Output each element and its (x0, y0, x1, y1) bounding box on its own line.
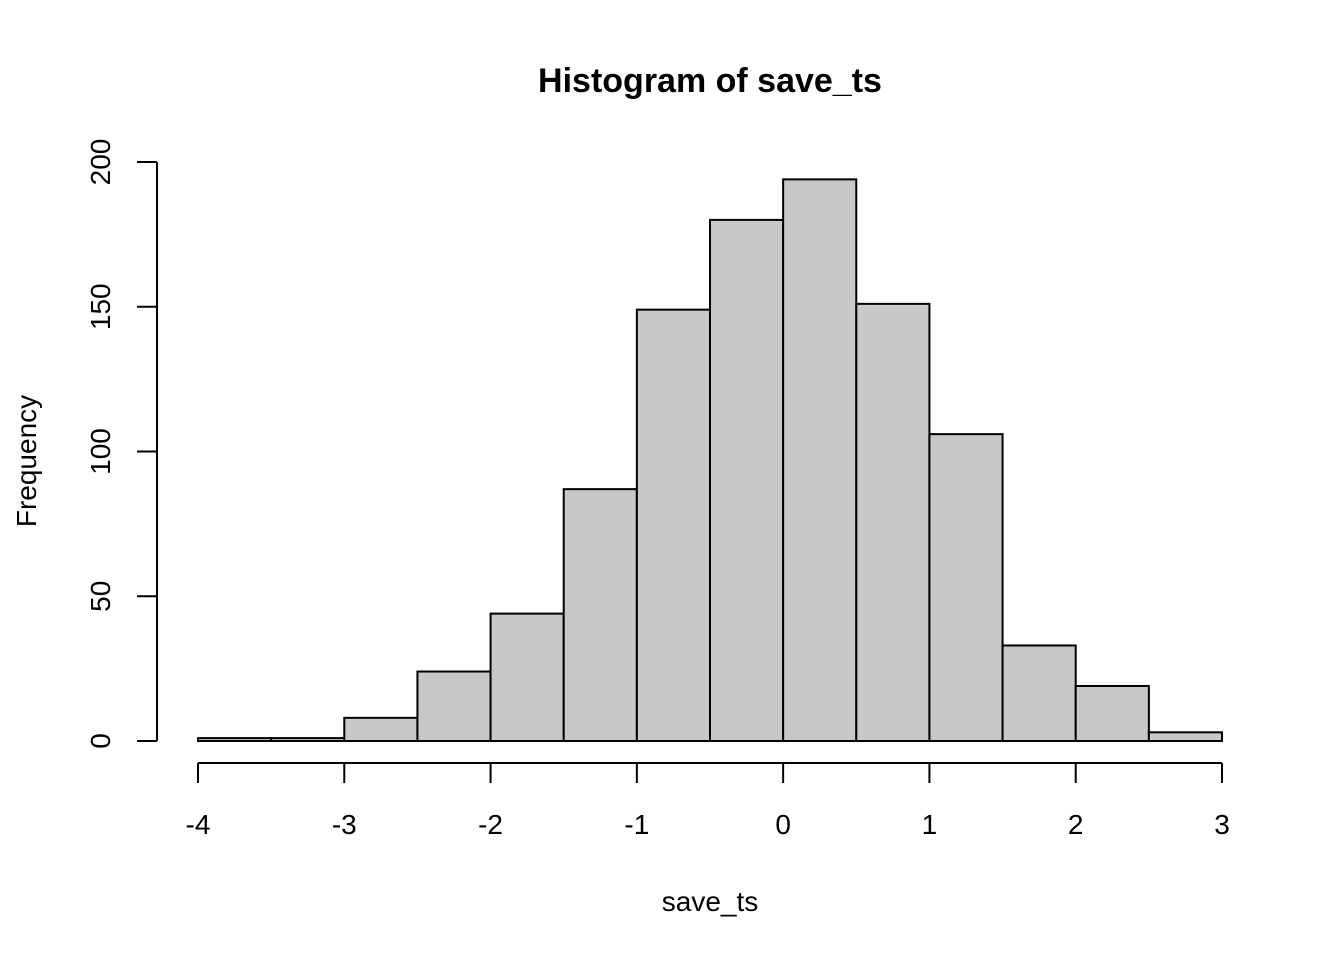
bars-group (197, 178, 1224, 743)
y-tick-label: 200 (85, 139, 116, 186)
y-tick-label: 150 (85, 283, 116, 330)
histogram-bar (489, 612, 565, 742)
x-tick-label: 1 (922, 809, 938, 840)
y-tick-label: 50 (85, 581, 116, 612)
x-axis: -4 -3 -2 -1 0 1 2 3 (186, 762, 1230, 840)
histogram-bar (1147, 731, 1224, 743)
y-tick-label: 100 (85, 428, 116, 475)
x-tick-label: -4 (186, 809, 211, 840)
histogram-bar (343, 716, 419, 743)
histogram-bar (270, 737, 346, 742)
histogram-bar (709, 218, 785, 742)
x-tick-label: 2 (1068, 809, 1084, 840)
histogram-bar (855, 302, 931, 742)
y-axis-label: Frequency (11, 395, 42, 527)
histogram-bar (416, 670, 492, 743)
y-axis: 0 50 100 150 200 (85, 139, 158, 749)
y-tick-label: 0 (85, 733, 116, 749)
histogram-bar (562, 488, 638, 743)
histogram-bar (1001, 644, 1077, 743)
x-tick-label: 0 (775, 809, 791, 840)
x-tick-label: 3 (1214, 809, 1230, 840)
x-axis-label: save_ts (662, 886, 759, 917)
histogram-bar (1074, 684, 1150, 742)
histogram-bar (197, 737, 273, 742)
x-tick-label: -2 (478, 809, 503, 840)
x-tick-label: -3 (332, 809, 357, 840)
x-tick-label: -1 (624, 809, 649, 840)
histogram-bar (635, 308, 711, 742)
histogram-bar (782, 178, 858, 742)
histogram-bar (928, 433, 1004, 742)
chart-title: Histogram of save_ts (538, 62, 882, 100)
